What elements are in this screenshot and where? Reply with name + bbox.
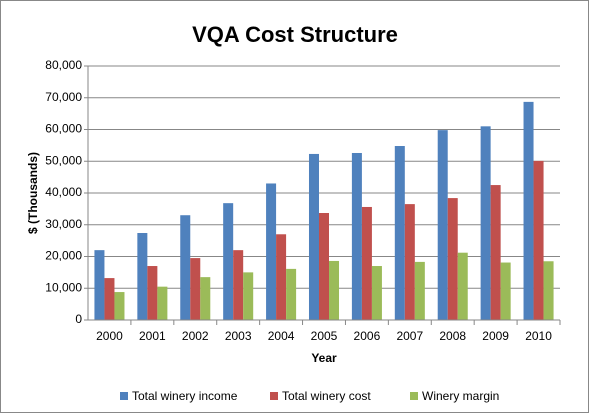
bar bbox=[286, 268, 297, 320]
bar bbox=[523, 101, 534, 320]
y-tick-label: 30,000 bbox=[45, 217, 82, 231]
bar bbox=[404, 204, 415, 320]
y-tick-label: 40,000 bbox=[45, 185, 82, 199]
x-tick-label: 2010 bbox=[525, 329, 552, 343]
bar bbox=[351, 152, 362, 320]
bar bbox=[308, 153, 319, 320]
bar bbox=[180, 215, 191, 320]
x-tick-label: 2006 bbox=[354, 329, 381, 343]
y-tick-label: 20,000 bbox=[45, 249, 82, 263]
y-axis-title: $ (Thousands) bbox=[26, 152, 40, 234]
bar bbox=[223, 203, 234, 320]
y-tick-label: 70,000 bbox=[45, 90, 82, 104]
bar bbox=[147, 266, 158, 320]
x-tick-label: 2000 bbox=[96, 329, 123, 343]
x-tick-label: 2003 bbox=[225, 329, 252, 343]
y-tick-label: 10,000 bbox=[45, 280, 82, 294]
x-tick-label: 2001 bbox=[139, 329, 166, 343]
bar bbox=[329, 260, 340, 320]
bar bbox=[104, 278, 115, 320]
bar bbox=[480, 126, 491, 320]
bar bbox=[94, 250, 105, 320]
bar bbox=[276, 234, 287, 320]
legend-label: Winery margin bbox=[422, 389, 499, 403]
bar bbox=[243, 272, 254, 320]
bar bbox=[543, 261, 554, 320]
x-tick-label: 2008 bbox=[439, 329, 466, 343]
bar bbox=[318, 213, 330, 320]
bar bbox=[414, 261, 425, 320]
x-tick-label: 2004 bbox=[268, 329, 295, 343]
x-tick-label: 2007 bbox=[396, 329, 423, 343]
y-tick-label: 50,000 bbox=[45, 153, 82, 167]
bar bbox=[437, 130, 448, 320]
bar bbox=[447, 198, 458, 320]
y-tick-label: 0 bbox=[75, 312, 82, 326]
legend-swatch bbox=[270, 392, 278, 400]
bar bbox=[233, 250, 244, 320]
bar bbox=[137, 233, 148, 320]
x-tick-label: 2009 bbox=[482, 329, 509, 343]
legend-swatch bbox=[120, 392, 128, 400]
bar bbox=[114, 292, 125, 320]
bar bbox=[500, 262, 511, 320]
legend-label: Total winery cost bbox=[282, 389, 371, 403]
legend-label: Total winery income bbox=[132, 389, 238, 403]
bar bbox=[394, 146, 405, 320]
bar bbox=[490, 185, 501, 320]
y-tick-label: 60,000 bbox=[45, 122, 82, 136]
bar bbox=[266, 183, 277, 320]
bar bbox=[190, 258, 201, 320]
bar bbox=[361, 206, 372, 320]
x-axis-title: Year bbox=[311, 351, 337, 365]
bar bbox=[371, 266, 382, 320]
chart-title: VQA Cost Structure bbox=[192, 22, 398, 47]
bar bbox=[457, 252, 468, 320]
x-tick-label: 2002 bbox=[182, 329, 209, 343]
y-tick-label: 80,000 bbox=[45, 58, 82, 72]
legend-swatch bbox=[410, 392, 418, 400]
x-tick-label: 2005 bbox=[311, 329, 338, 343]
bar bbox=[157, 286, 168, 320]
bar bbox=[200, 277, 211, 320]
bar bbox=[533, 160, 544, 320]
